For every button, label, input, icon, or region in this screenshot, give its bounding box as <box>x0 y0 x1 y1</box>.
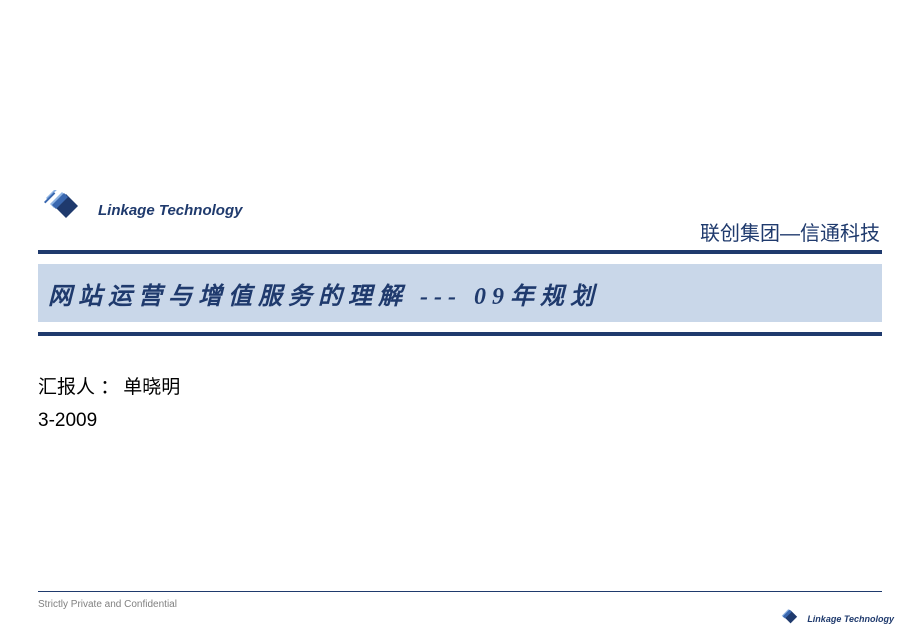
bottom-rule <box>38 332 882 336</box>
logo-main: Linkage Technology <box>42 190 242 230</box>
presenter-line: 汇报人 ： 单晓明 <box>38 372 180 399</box>
linkage-logo-icon <box>777 608 803 630</box>
footer-rule <box>38 591 882 592</box>
presenter-label: 汇报人 ： <box>38 372 119 399</box>
title-band: 网站运营与增值服务的理解 --- 09年规划 <box>38 264 882 322</box>
slide-title: 网站运营与增值服务的理解 --- 09年规划 <box>48 276 600 311</box>
top-rule <box>38 250 882 254</box>
footer-confidential: Strictly Private and Confidential <box>38 599 177 610</box>
date-text: 3-2009 <box>38 410 97 432</box>
slide: Linkage Technology 联创集团—信通科技 网站运营与增值服务的理… <box>0 0 920 636</box>
logo-text: Linkage Technology <box>98 202 242 219</box>
logo-footer: Linkage Technology <box>777 608 894 630</box>
company-name: 联创集团—信通科技 <box>700 217 880 246</box>
logo-text-small: Linkage Technology <box>807 614 894 624</box>
presenter-name: 单晓明 <box>123 372 180 399</box>
linkage-logo-icon <box>42 190 88 230</box>
